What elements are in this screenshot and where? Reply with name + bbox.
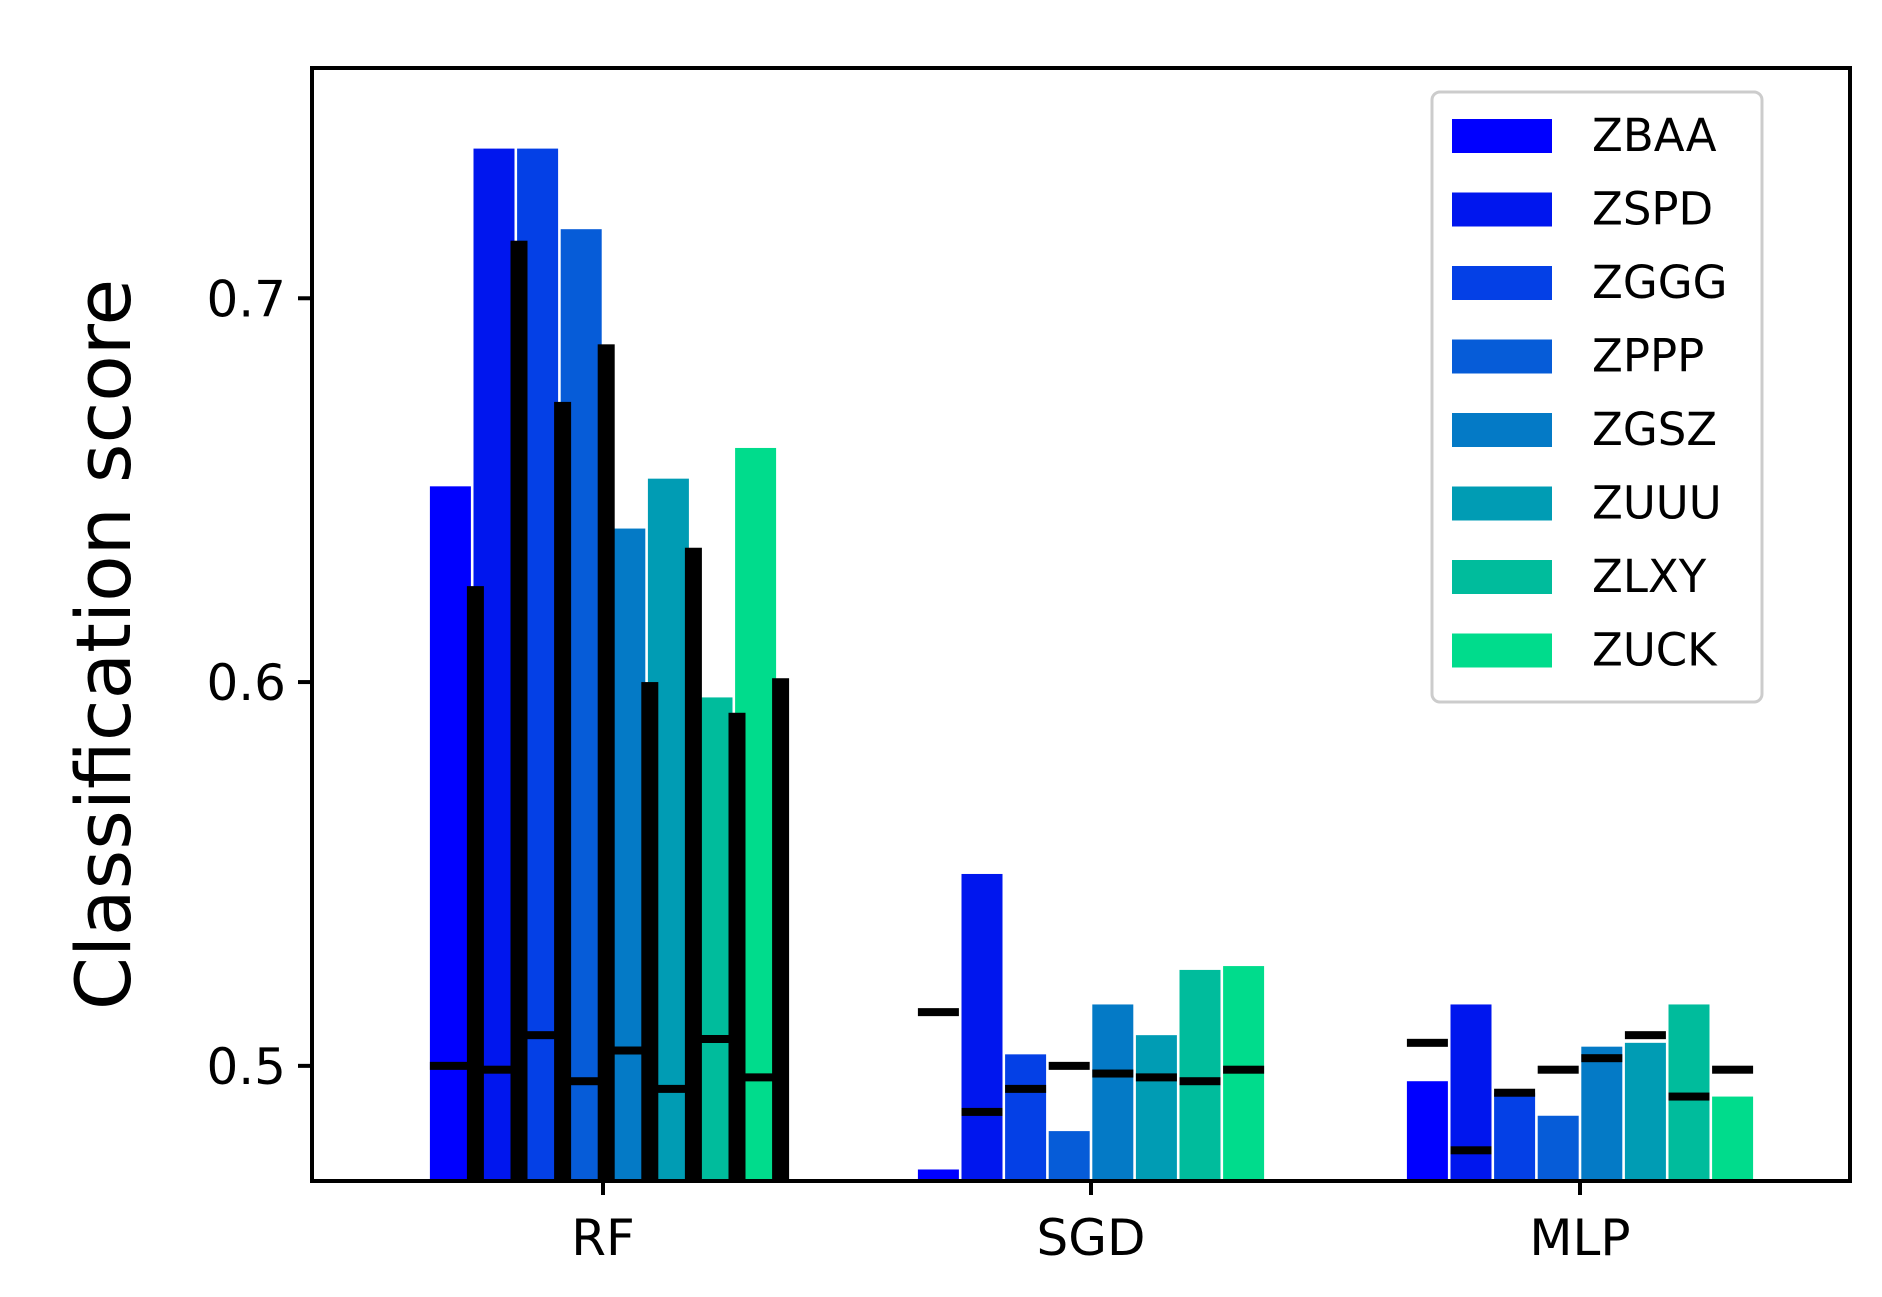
baseline-marker-zppp-sgd: [1048, 1061, 1090, 1070]
baseline-marker-zuuu-mlp: [1624, 1031, 1666, 1040]
baseline-marker-zggg-mlp: [1494, 1088, 1536, 1097]
x-tick-label-sgd: SGD: [1037, 1209, 1146, 1267]
baseline-marker-zlxy-sgd: [1179, 1077, 1221, 1086]
bar-zspd-sgd: [961, 873, 1003, 1181]
baseline-marker-zgsz-sgd: [1092, 1069, 1134, 1078]
legend-swatch-zspd: [1452, 192, 1552, 227]
baseline-marker-zspd-rf: [473, 1065, 515, 1074]
baseline-marker-zuck-mlp: [1712, 1065, 1754, 1074]
legend-swatch-zuck: [1452, 633, 1552, 668]
bar-zggg-mlp: [1494, 1092, 1536, 1181]
baseline-marker-zspd-sgd: [961, 1107, 1003, 1116]
baseline-marker-zspd-mlp: [1450, 1146, 1492, 1155]
y-axis-label: Classification score: [59, 279, 148, 1010]
y-tick-label-0.5: 0.5: [206, 1038, 286, 1096]
legend-label-zspd: ZSPD: [1592, 183, 1713, 236]
baseline-marker-zlxy-mlp: [1668, 1092, 1710, 1101]
legend-swatch-zlxy: [1452, 560, 1552, 594]
bar-zggg-sgd: [1005, 1054, 1047, 1181]
overlay-bars-layer: [466, 240, 790, 1181]
bar-zppp-mlp: [1537, 1115, 1579, 1181]
y-tick-label-0.7: 0.7: [206, 270, 286, 328]
baseline-marker-zuck-sgd: [1223, 1065, 1265, 1074]
overlay-bar-zuuu-rf: [684, 547, 702, 1181]
y-axis: 0.5 0.6 0.7: [206, 270, 312, 1096]
legend-frame: [1430, 90, 1764, 704]
bar-zgsz-mlp: [1581, 1046, 1623, 1181]
bar-zbaa-mlp: [1406, 1081, 1448, 1181]
baseline-marker-zlxy-rf: [691, 1034, 733, 1043]
overlay-bar-zgsz-rf: [641, 682, 659, 1181]
overlay-bar-zppp-rf: [597, 344, 615, 1181]
baseline-marker-zuuu-rf: [647, 1084, 689, 1093]
legend-label-zggg: ZGGG: [1592, 256, 1727, 309]
legend-label-zbaa: ZBAA: [1592, 109, 1717, 162]
legend-label-zuuu: ZUUU: [1592, 477, 1722, 530]
overlay-bar-zbaa-rf: [466, 586, 484, 1181]
bar-zppp-sgd: [1048, 1131, 1090, 1181]
bar-zlxy-sgd: [1179, 969, 1221, 1181]
legend-swatch-zggg: [1452, 266, 1552, 300]
axes-frame: [310, 66, 1852, 1183]
overlay-bar-zuck-rf: [772, 678, 790, 1181]
bar-zspd-mlp: [1450, 1004, 1492, 1181]
baseline-marker-zppp-rf: [560, 1077, 602, 1086]
baseline-marker-zggg-rf: [517, 1031, 559, 1040]
x-axis: RF SGD MLP: [571, 1181, 1631, 1267]
legend-label-zppp: ZPPP: [1592, 330, 1704, 383]
legend-label-zuck: ZUCK: [1592, 624, 1718, 677]
bar-zbaa-sgd: [917, 1169, 959, 1181]
legend-swatch-zuuu: [1452, 486, 1552, 521]
baseline-marker-zgsz-rf: [604, 1046, 646, 1055]
baseline-marker-zuck-rf: [735, 1073, 777, 1082]
bar-zbaa-rf: [429, 486, 471, 1181]
legend-label-zgsz: ZGSZ: [1592, 403, 1717, 456]
baseline-marker-zgsz-mlp: [1581, 1054, 1623, 1063]
baseline-marker-zggg-sgd: [1005, 1084, 1047, 1093]
x-tick-label-rf: RF: [571, 1209, 635, 1267]
baseline-marker-zuuu-sgd: [1135, 1073, 1177, 1082]
bars-layer: [429, 148, 1754, 1181]
overlay-bar-zspd-rf: [510, 240, 528, 1181]
legend-swatch-zbaa: [1452, 119, 1552, 153]
x-tick-label-mlp: MLP: [1529, 1209, 1630, 1267]
baseline-markers-layer: [429, 1008, 1754, 1155]
baseline-marker-zbaa-sgd: [917, 1008, 959, 1017]
bar-zuuu-sgd: [1135, 1035, 1177, 1181]
y-tick-label-0.6: 0.6: [206, 654, 286, 712]
overlay-bar-zggg-rf: [554, 401, 572, 1181]
baseline-marker-zppp-mlp: [1537, 1065, 1579, 1074]
legend: ZBAA ZSPD ZGGG ZPPP ZGSZ ZUUU ZLXY ZUCK: [1430, 90, 1764, 704]
bar-zuuu-mlp: [1624, 1042, 1666, 1181]
legend-label-zlxy: ZLXY: [1592, 550, 1707, 603]
bar-zgsz-sgd: [1092, 1004, 1134, 1181]
legend-swatch-zppp: [1452, 339, 1552, 374]
overlay-bar-zlxy-rf: [728, 712, 746, 1181]
baseline-marker-zbaa-rf: [429, 1061, 471, 1070]
bar-zuck-mlp: [1712, 1096, 1754, 1181]
baseline-marker-zbaa-mlp: [1406, 1038, 1448, 1047]
legend-swatch-zgsz: [1452, 413, 1552, 447]
